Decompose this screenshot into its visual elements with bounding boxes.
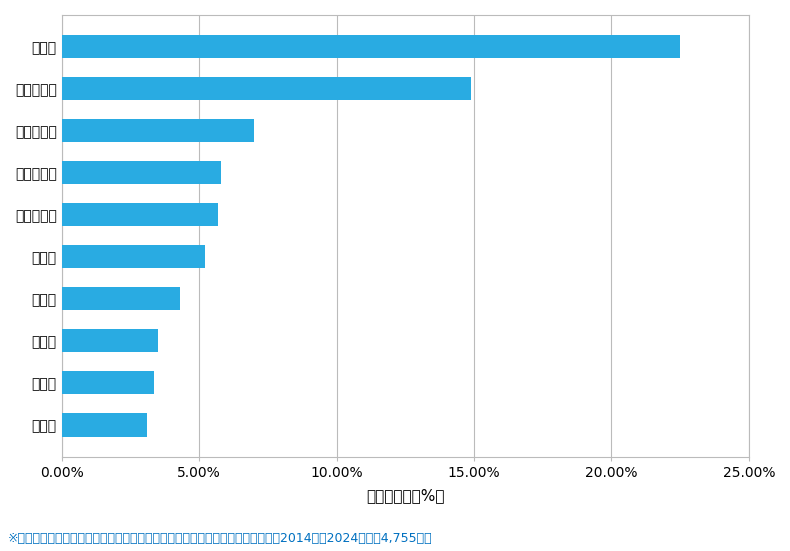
Bar xyxy=(62,287,180,310)
Bar xyxy=(62,245,205,268)
Bar xyxy=(62,203,218,226)
Bar xyxy=(62,119,254,142)
Bar xyxy=(62,35,680,58)
Bar xyxy=(62,371,154,395)
Bar xyxy=(62,161,221,184)
Bar xyxy=(62,413,147,436)
Text: ※弊社受付の案件を対象に、受付時に市区町村の回答があったものを集計（期間2014年～2024年、計4,755件）: ※弊社受付の案件を対象に、受付時に市区町村の回答があったものを集計（期間2014… xyxy=(8,532,433,545)
X-axis label: 件数の割合（%）: 件数の割合（%） xyxy=(366,488,445,503)
Bar xyxy=(62,77,471,100)
Bar xyxy=(62,329,158,353)
